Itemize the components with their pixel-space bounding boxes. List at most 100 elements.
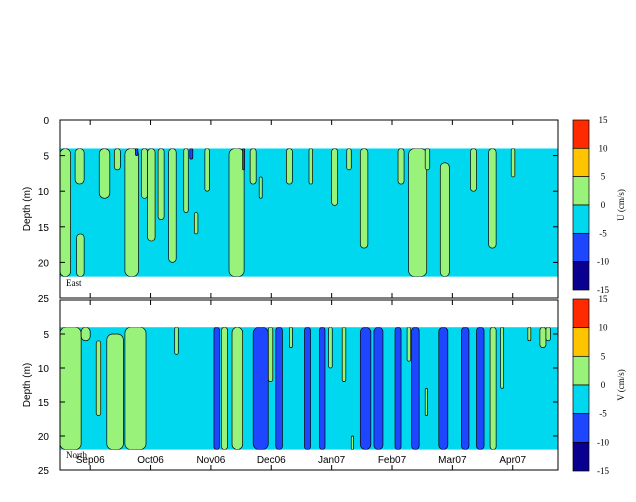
colorbar: 15 10 5 0 -5 -10 -15 U (cm/s) bbox=[572, 115, 626, 295]
contour-patch bbox=[308, 148, 313, 185]
contour-patch bbox=[286, 148, 293, 185]
contour-patch bbox=[359, 327, 372, 450]
contour-patch bbox=[60, 148, 71, 277]
colorbar-tick-label: 5 bbox=[601, 172, 606, 182]
colorbar-swatch bbox=[572, 176, 590, 206]
colorbar-swatch bbox=[572, 441, 590, 472]
contour-patch bbox=[193, 212, 199, 235]
colorbar-tick-label: 10 bbox=[599, 143, 609, 153]
contour-patch bbox=[168, 148, 177, 263]
y-axis-label: Depth (m) bbox=[22, 187, 33, 231]
contour-patch bbox=[341, 327, 347, 382]
x-tick-label: Nov06 bbox=[196, 455, 225, 466]
contour-patch bbox=[189, 148, 194, 160]
colorbar-tick-label: 15 bbox=[599, 115, 609, 125]
contour-patch bbox=[275, 327, 283, 450]
contour-patch bbox=[113, 148, 121, 171]
x-tick-label: Feb07 bbox=[378, 455, 407, 466]
contour-patch bbox=[304, 327, 311, 450]
colorbar-tick-label: 10 bbox=[599, 323, 609, 333]
contour-patch bbox=[394, 327, 402, 450]
contour-patch bbox=[439, 162, 450, 277]
colorbar-swatch bbox=[572, 327, 590, 357]
contour-patch bbox=[249, 148, 257, 185]
y-tick-label: 0 bbox=[43, 116, 49, 127]
contour-patch bbox=[124, 148, 139, 277]
contour-patch bbox=[228, 148, 245, 277]
contour-patch bbox=[98, 148, 111, 199]
colorbar-swatch bbox=[572, 298, 590, 329]
colorbar-tick-label: -10 bbox=[597, 437, 609, 447]
contour-patch bbox=[135, 148, 139, 156]
contour-patches bbox=[60, 327, 551, 450]
y-tick-label: 10 bbox=[38, 187, 50, 198]
contour-patch bbox=[204, 148, 210, 192]
colorbar-swatch bbox=[572, 384, 590, 415]
colorbar-tick-label: 15 bbox=[599, 294, 609, 304]
colorbar-tick-label: -5 bbox=[599, 228, 607, 238]
contour-patch bbox=[289, 327, 293, 348]
x-tick-label: Jan07 bbox=[318, 455, 346, 466]
colorbar-swatch bbox=[572, 261, 590, 291]
y-tick-label: 5 bbox=[43, 152, 49, 163]
y-tick-label: 5 bbox=[43, 330, 49, 341]
contour-patch bbox=[106, 333, 124, 450]
contour-patch bbox=[373, 327, 384, 450]
x-tick-label: Sep06 bbox=[76, 455, 105, 466]
colorbar-tick-label: -5 bbox=[599, 409, 607, 419]
colorbar-swatch bbox=[572, 119, 590, 149]
plot-frame bbox=[59, 119, 559, 299]
contour-patch bbox=[157, 148, 165, 221]
contour-patch bbox=[141, 148, 148, 199]
colorbar-label: V (cm/s) bbox=[616, 369, 626, 401]
x-tick-label: Oct06 bbox=[137, 455, 164, 466]
colorbar-label: U (cm/s) bbox=[616, 189, 626, 221]
colorbar-tick-label: 0 bbox=[601, 200, 606, 210]
y-tick-label: 20 bbox=[38, 432, 50, 443]
colorbar-tick-label: 5 bbox=[601, 351, 606, 361]
contour-patch bbox=[397, 148, 405, 185]
colorbar-swatch bbox=[572, 147, 590, 178]
contour-patch bbox=[488, 148, 497, 249]
colorbar-tick-label: -15 bbox=[597, 285, 609, 295]
contour-patch bbox=[319, 327, 326, 450]
colorbar-swatch bbox=[572, 413, 590, 443]
colorbar-tick-label: -15 bbox=[597, 466, 609, 476]
y-tick-label: 25 bbox=[38, 466, 50, 477]
contour-patch bbox=[510, 148, 516, 178]
contour-patch bbox=[74, 148, 85, 185]
contour-patch bbox=[213, 327, 220, 450]
contour-patch bbox=[411, 327, 420, 450]
contour-patch bbox=[438, 327, 449, 450]
contour-patch bbox=[476, 327, 485, 450]
contour-patch bbox=[221, 327, 228, 450]
contour-patch bbox=[489, 327, 497, 450]
contour-patch bbox=[346, 148, 352, 171]
contour-patch bbox=[331, 148, 339, 206]
x-tick-label: Dec06 bbox=[257, 455, 286, 466]
y-tick-label: 20 bbox=[38, 258, 50, 269]
contour-patch bbox=[408, 148, 428, 277]
x-tick-label: Apr07 bbox=[499, 455, 526, 466]
y-tick-label: 15 bbox=[38, 223, 50, 234]
contour-patches bbox=[60, 148, 516, 277]
y-tick-label: 10 bbox=[38, 364, 50, 375]
contour-patch bbox=[424, 388, 428, 416]
y-tick-label: 25 bbox=[38, 294, 50, 305]
y-tick-label: 15 bbox=[38, 398, 50, 409]
contour-patch bbox=[80, 327, 91, 342]
contour-patch bbox=[500, 327, 505, 389]
colorbar-swatch bbox=[572, 204, 590, 234]
panel-label: East bbox=[66, 278, 82, 288]
contour-patch bbox=[267, 327, 274, 382]
y-axis-label: Depth (m) bbox=[22, 363, 33, 407]
panel-north: 5 10 15 20 25 Depth (m) North 15 10 5 0 -5 -10 -15 V (… bbox=[22, 294, 626, 477]
contour-patch bbox=[76, 233, 85, 277]
panel-east: 0 5 10 15 20 25 Depth (m) East 15 10 5 0 -5 -10 -15 U (… bbox=[22, 115, 626, 305]
contour-patch bbox=[252, 327, 269, 450]
contour-patch bbox=[424, 148, 431, 171]
colorbar-tick-label: 0 bbox=[601, 380, 606, 390]
contour-patch bbox=[231, 327, 243, 450]
contour-patch bbox=[461, 327, 470, 450]
contour-patch bbox=[147, 148, 156, 242]
